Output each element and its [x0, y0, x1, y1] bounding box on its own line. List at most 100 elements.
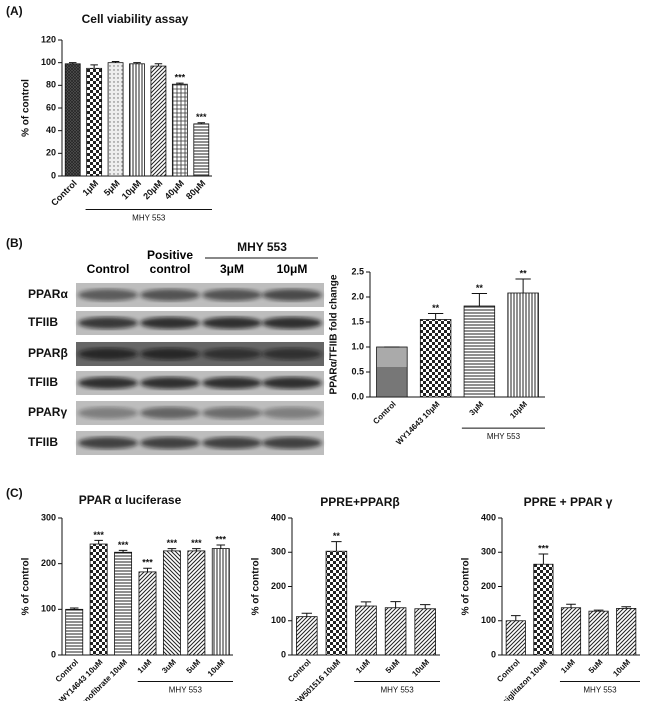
bar: [107, 62, 124, 177]
bar: [114, 551, 133, 656]
bar: [65, 608, 84, 656]
x-tick-label: 1uM: [354, 657, 372, 675]
error-bar: [69, 607, 79, 610]
y-tick-label: 0: [51, 649, 56, 659]
bar: [187, 550, 206, 656]
error-bar: [538, 553, 549, 565]
blot-band: [262, 289, 322, 301]
blot-band: [78, 348, 138, 360]
annotation: **: [476, 283, 484, 293]
blot-band: [140, 437, 200, 449]
y-tick-label: 400: [481, 512, 496, 522]
x-tick-label: WY14643 10μM: [394, 399, 441, 446]
error-bar: [143, 567, 152, 572]
bar: [138, 571, 157, 656]
annotation: ***: [196, 112, 207, 122]
y-tick-label: 300: [41, 512, 56, 522]
error-bar: [593, 609, 604, 612]
y-axis-label: % of control: [461, 557, 472, 615]
annotation: ***: [538, 543, 549, 553]
bar: [129, 63, 145, 177]
error-bar: [68, 62, 77, 64]
annotation: ***: [118, 540, 129, 550]
y-tick-label: 40: [46, 125, 56, 135]
y-tick-label: 120: [41, 34, 56, 44]
blot-band: [202, 289, 262, 301]
y-tick-label: 2.5: [351, 266, 364, 276]
x-tick-label: 20μM: [141, 178, 164, 201]
bar: [355, 605, 377, 656]
error-bar: [111, 61, 120, 63]
blot-band: [78, 377, 138, 389]
y-axis-label: PPARα/TFIIB fold change: [329, 274, 340, 394]
bar: [507, 292, 539, 398]
y-tick-label: 100: [41, 604, 56, 614]
error-bar: [427, 313, 444, 320]
y-tick-label: 20: [46, 148, 56, 158]
y-axis-label: % of control: [251, 557, 262, 615]
x-tick-label: 10μM: [508, 399, 529, 420]
y-tick-label: 200: [41, 558, 56, 568]
group-label: MHY 553: [583, 686, 617, 695]
bar: [419, 319, 452, 398]
y-tick-label: 300: [481, 547, 496, 557]
error-bar: [471, 293, 488, 306]
x-tick-label: 5uM: [185, 657, 203, 675]
y-tick-label: 100: [41, 57, 56, 67]
bar: [296, 616, 318, 656]
annotation: **: [333, 531, 341, 541]
blot-row-label: TFIIB: [28, 315, 58, 329]
annotation: **: [520, 268, 528, 278]
annotation: ***: [167, 538, 178, 548]
blot-band: [202, 437, 262, 449]
panel-label: (C): [6, 486, 23, 500]
error-bar: [216, 544, 226, 549]
blot-row-label: PPARγ: [28, 405, 67, 419]
x-tick-label: 10uM: [206, 657, 227, 678]
x-tick-label: 40μM: [163, 178, 186, 201]
western-blot: PPARα TFIIB PPARβ TFIIB PPARγ TFIIB MHY 553: [28, 240, 324, 455]
error-bar: [515, 278, 531, 293]
y-tick-label: 2.0: [351, 291, 364, 301]
blot-band: [140, 407, 200, 419]
y-tick-label: 80: [46, 80, 56, 90]
blot-band: [140, 289, 200, 301]
group-label: MHY 553: [487, 432, 521, 441]
y-tick-label: 0.0: [351, 391, 364, 401]
blot-row-label: TFIIB: [28, 435, 58, 449]
error-bar: [390, 601, 401, 608]
x-tick-label: Control: [286, 658, 312, 684]
panel-label: (A): [6, 4, 23, 18]
error-bar: [510, 615, 521, 621]
blot-band: [262, 377, 322, 389]
x-tick-label: 3uM: [160, 657, 178, 675]
error-bar: [90, 64, 98, 69]
x-tick-label: Control: [49, 178, 79, 208]
y-tick-label: 200: [271, 581, 286, 591]
x-tick-label: 1uM: [136, 657, 154, 675]
error-bar: [133, 62, 141, 64]
blot-band: [202, 348, 262, 360]
y-tick-label: 1.0: [351, 341, 364, 351]
x-tick-label: 10uM: [611, 657, 632, 678]
blot-band: [140, 377, 200, 389]
bar: [162, 550, 181, 656]
group-label: MHY 553: [132, 214, 166, 223]
error-bar: [154, 63, 163, 67]
error-bar: [301, 612, 312, 617]
chart-title: PPRE + PPAR γ: [524, 495, 613, 509]
bar: [588, 610, 609, 656]
bar: [193, 123, 210, 177]
bar: [533, 563, 554, 656]
x-tick-label: Control: [371, 400, 397, 426]
bar: [616, 608, 637, 656]
x-tick-label: 10uM: [410, 657, 431, 678]
bar: [325, 550, 348, 656]
bar: [86, 67, 103, 177]
error-bar: [621, 606, 632, 609]
y-tick-label: 100: [481, 615, 496, 625]
x-tick-label: 5μM: [102, 178, 122, 198]
bar: [89, 543, 108, 656]
bar: [560, 607, 582, 656]
annotation: ***: [175, 72, 186, 82]
